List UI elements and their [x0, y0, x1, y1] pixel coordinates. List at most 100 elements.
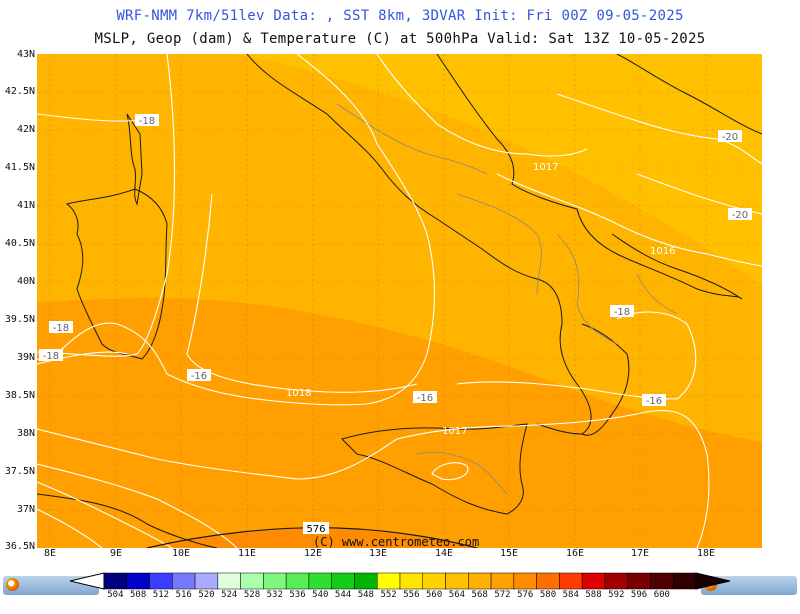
colorbar-label: 536 [289, 590, 306, 600]
temp-label: -18 [614, 307, 630, 318]
coastlines [37, 54, 762, 548]
pressure-label: 1017 [533, 162, 558, 173]
colorbar-swatch [650, 572, 674, 590]
tunisia-coast [37, 493, 218, 548]
geopotential-contour-576 [146, 527, 478, 548]
colorbar-swatch [672, 572, 697, 590]
peninsula-east-coast [436, 54, 743, 300]
lon-label: 14E [434, 548, 454, 559]
isobar [37, 508, 103, 548]
lon-label: 17E [630, 548, 650, 559]
isotherm [37, 351, 128, 365]
colorbar-label: 520 [198, 590, 215, 600]
isobar-low-center [431, 462, 469, 481]
colorbar-swatch [308, 572, 332, 590]
temperature-labels: -18 -20 -20 -18 -18 -16 -16 -18 -16 [39, 114, 752, 407]
lat-label: 43N [16, 49, 35, 60]
colorbar-swatch [149, 572, 173, 590]
colorbar-label: 564 [448, 590, 466, 600]
corsica-coast [126, 113, 143, 206]
colorbar-label: 552 [380, 590, 397, 600]
lon-label: 18E [696, 548, 716, 559]
lon-label: 13E [368, 548, 388, 559]
lat-label: 38.5N [4, 390, 35, 401]
colorbar-label: 508 [130, 590, 147, 600]
peninsula-west-coast [246, 54, 592, 435]
colorbar-label: 584 [562, 590, 579, 600]
colorbar-label: 592 [608, 590, 625, 600]
colorbar-swatch [399, 572, 424, 590]
isobar [37, 463, 238, 548]
lat-label: 40.5N [4, 238, 35, 249]
map-grid [37, 54, 762, 548]
isobar-1017-south [37, 409, 710, 548]
colorbar-swatch [354, 572, 378, 590]
isobars [37, 54, 762, 548]
isobar-1017 [376, 54, 588, 157]
colorbar-swatch [581, 572, 606, 590]
colorbar-label: 572 [494, 590, 511, 600]
lat-label: 37.5N [4, 466, 35, 477]
lon-label: 12E [303, 548, 323, 559]
logo-mark-icon [6, 578, 19, 591]
colorbar-swatch [263, 572, 287, 590]
calabria-coast [581, 323, 630, 436]
colorbar-label: 524 [221, 590, 238, 600]
isotherm [556, 93, 762, 165]
colorbar-label: 596 [630, 590, 648, 600]
colorbar-swatch [536, 572, 560, 590]
isotherm [616, 311, 697, 400]
colorbar-swatch [559, 572, 583, 590]
colorbar-swatch [331, 572, 355, 590]
colorbar-label: 516 [175, 590, 192, 600]
colorbar-swatch [126, 572, 150, 590]
colorbar-swatch [285, 572, 310, 590]
colorbar-label: 588 [585, 590, 602, 600]
lat-label: 36.5N [4, 541, 35, 552]
geopotential-band-572 [37, 297, 762, 548]
temp-label: -18 [139, 116, 155, 127]
temp-label: -16 [191, 371, 207, 382]
sicily-coast [341, 423, 528, 515]
geopotential-band-576 [157, 528, 477, 548]
colorbar [70, 572, 730, 590]
temp-label: -18 [53, 323, 69, 334]
lat-label: 41N [16, 200, 35, 211]
colorbar-swatch [422, 572, 446, 590]
regional-borders [336, 103, 678, 495]
pressure-labels: 1017 1016 1018 1017 [286, 162, 675, 437]
lon-label: 10E [171, 548, 191, 559]
isobar-1018 [37, 54, 436, 406]
colorbar-swatch [172, 572, 196, 590]
lat-label: 42.5N [4, 86, 35, 97]
isobar-1016 [496, 173, 762, 267]
copyright-credit: (C) www.centrometeo.com [313, 535, 480, 549]
pressure-label: 1018 [286, 388, 311, 399]
colorbar-label: 556 [403, 590, 420, 600]
isotherm [37, 54, 176, 357]
weather-map: -18 -20 -20 -18 -18 -16 -16 -18 -16 1017… [37, 54, 762, 548]
colorbar-swatch [627, 572, 651, 590]
chart-title-fields: MSLP, Geop (dam) & Temperature (C) at 50… [94, 31, 706, 47]
colorbar-swatch [604, 572, 628, 590]
temp-label: -18 [43, 351, 59, 362]
lat-label: 39N [16, 352, 35, 363]
colorbar-swatch [103, 572, 128, 590]
colorbar-swatch [376, 572, 401, 590]
colorbar-swatch [490, 572, 515, 590]
lat-label: 39.5N [4, 314, 35, 325]
lat-label: 42N [16, 124, 35, 135]
balkan-coast [616, 54, 762, 135]
colorbar-label: 528 [243, 590, 261, 600]
colorbar-arrow-right [695, 572, 730, 590]
lat-label: 38N [16, 428, 35, 439]
colorbar-swatch [445, 572, 469, 590]
pressure-label: 1016 [650, 246, 675, 257]
colorbar-label: 560 [426, 590, 443, 600]
colorbar-swatch [513, 572, 537, 590]
colorbar-label: 600 [653, 590, 670, 600]
colorbar-label: 544 [334, 590, 352, 600]
isobar [37, 481, 173, 548]
geopotential-label-bg [303, 522, 329, 534]
lon-label: 15E [499, 548, 519, 559]
